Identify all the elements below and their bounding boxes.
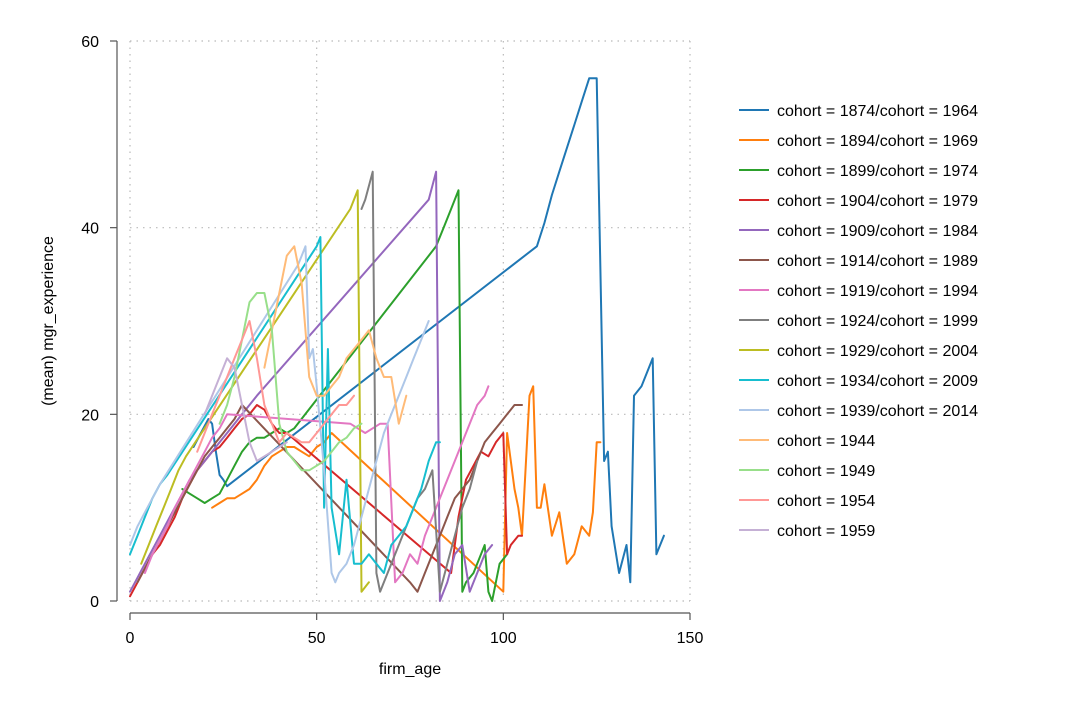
y-tick-label-0: 0 bbox=[90, 594, 99, 611]
axes bbox=[116, 41, 690, 614]
legend-item-8: cohort = 1929/cohort = 2004 bbox=[739, 343, 978, 360]
legend-label-14: cohort = 1959 bbox=[777, 523, 875, 540]
legend-item-13: cohort = 1954 bbox=[739, 493, 875, 510]
legend-item-2: cohort = 1899/cohort = 1974 bbox=[739, 163, 978, 180]
series-line-13 bbox=[196, 320, 355, 453]
legend-item-1: cohort = 1894/cohort = 1969 bbox=[739, 133, 978, 150]
legend-label-13: cohort = 1954 bbox=[777, 493, 875, 510]
series-line-2 bbox=[181, 189, 509, 602]
x-axis-title: firm_age bbox=[379, 661, 441, 678]
legend-item-5: cohort = 1914/cohort = 1989 bbox=[739, 253, 978, 270]
y-tick-label-40: 40 bbox=[81, 221, 99, 238]
legend-label-3: cohort = 1904/cohort = 1979 bbox=[777, 193, 978, 210]
legend-item-10: cohort = 1939/cohort = 2014 bbox=[739, 403, 978, 420]
legend-label-8: cohort = 1929/cohort = 2004 bbox=[777, 343, 978, 360]
legend-item-4: cohort = 1909/cohort = 1984 bbox=[739, 223, 978, 240]
series-line-8 bbox=[140, 189, 370, 593]
series-line-5 bbox=[136, 404, 523, 593]
legend-label-12: cohort = 1949 bbox=[777, 463, 875, 480]
legend-item-0: cohort = 1874/cohort = 1964 bbox=[739, 103, 978, 120]
y-tick-label-60: 60 bbox=[81, 34, 99, 51]
legend-item-12: cohort = 1949 bbox=[739, 463, 875, 480]
series-line-4 bbox=[129, 170, 494, 602]
series bbox=[129, 77, 665, 602]
x-tick-label-0: 0 bbox=[126, 630, 135, 647]
series-line-12 bbox=[218, 292, 363, 472]
y-axis-title: (mean) mgr_experience bbox=[40, 236, 57, 406]
series-line-14 bbox=[203, 357, 288, 462]
legend-label-6: cohort = 1919/cohort = 1994 bbox=[777, 283, 978, 300]
x-tick-label-100: 100 bbox=[490, 630, 517, 647]
legend-item-14: cohort = 1959 bbox=[739, 523, 875, 540]
legend-item-6: cohort = 1919/cohort = 1994 bbox=[739, 283, 978, 300]
legend-item-9: cohort = 1934/cohort = 2009 bbox=[739, 373, 978, 390]
legend-item-11: cohort = 1944 bbox=[739, 433, 875, 450]
x-tick-label-50: 50 bbox=[308, 630, 326, 647]
legend-label-2: cohort = 1899/cohort = 1974 bbox=[777, 163, 978, 180]
legend-label-11: cohort = 1944 bbox=[777, 433, 875, 450]
x-tick-label-150: 150 bbox=[677, 630, 704, 647]
series-line-6 bbox=[143, 385, 490, 584]
legend-item-3: cohort = 1904/cohort = 1979 bbox=[739, 193, 978, 210]
legend-label-10: cohort = 1939/cohort = 2014 bbox=[777, 403, 978, 420]
grid bbox=[129, 40, 691, 602]
legend-label-9: cohort = 1934/cohort = 2009 bbox=[777, 373, 978, 390]
legend-item-7: cohort = 1924/cohort = 1999 bbox=[739, 313, 978, 330]
series-line-0 bbox=[192, 77, 665, 584]
series-line-11 bbox=[263, 245, 408, 425]
series-line-10 bbox=[129, 245, 430, 584]
legend-label-4: cohort = 1909/cohort = 1984 bbox=[777, 223, 978, 240]
series-line-3 bbox=[129, 404, 523, 598]
y-tick-label-20: 20 bbox=[81, 407, 99, 424]
legend-label-7: cohort = 1924/cohort = 1999 bbox=[777, 313, 978, 330]
legend: cohort = 1874/cohort = 1964 cohort = 1894… bbox=[739, 103, 978, 540]
legend-label-1: cohort = 1894/cohort = 1969 bbox=[777, 133, 978, 150]
legend-label-0: cohort = 1874/cohort = 1964 bbox=[777, 103, 978, 120]
legend-label-5: cohort = 1914/cohort = 1989 bbox=[777, 253, 978, 270]
ticks: 0 20 40 60 0 50 100 150 bbox=[81, 34, 703, 647]
